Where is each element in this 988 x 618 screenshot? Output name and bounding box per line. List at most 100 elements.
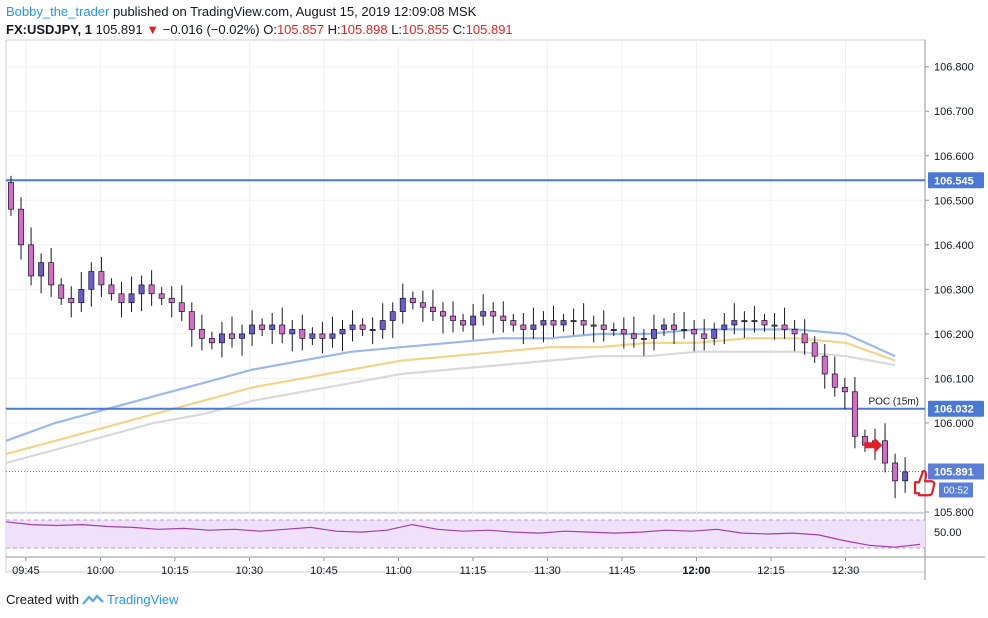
level-price-tag xyxy=(928,172,984,189)
tradingview-brand[interactable]: TradingView xyxy=(106,592,179,607)
close-label: C: xyxy=(452,22,466,37)
candle-body xyxy=(269,324,276,330)
candle-body xyxy=(208,337,215,344)
ema-mid-line xyxy=(5,337,896,456)
author-link[interactable]: Bobby_the_trader xyxy=(6,4,110,19)
x-tick-label: 10:00 xyxy=(87,565,115,577)
candle-body xyxy=(18,208,24,246)
candle-body xyxy=(218,333,225,344)
candle-body xyxy=(369,329,376,331)
ema-fast-line xyxy=(5,328,896,442)
y-tick-label: 106.100 xyxy=(934,373,974,385)
candle-body xyxy=(118,293,125,304)
y-tick-label: 106.800 xyxy=(934,62,974,74)
candle-body xyxy=(751,320,758,323)
ohlc-header: FX:USDJPY, 1 105.891 ▼ −0.016 (−0.02%) O… xyxy=(6,22,513,37)
candle-body xyxy=(339,329,346,335)
candle-body xyxy=(520,324,527,330)
candle-body xyxy=(540,320,547,326)
x-tick-label: 12:15 xyxy=(757,565,785,577)
footer: Created with TradingView xyxy=(6,592,179,607)
level-price-label: 106.032 xyxy=(934,404,974,416)
last-price-tag xyxy=(928,463,984,480)
y-tick-label: 106.300 xyxy=(934,284,974,296)
candle-body xyxy=(78,289,85,304)
candle-body xyxy=(168,297,175,304)
symbol-label: FX:USDJPY, 1 xyxy=(6,22,92,37)
candle-body xyxy=(188,311,195,330)
down-triangle-icon: ▼ xyxy=(146,22,160,37)
candle-body xyxy=(148,284,155,295)
candle-body xyxy=(450,315,456,321)
y-tick-label: 105.800 xyxy=(934,507,974,519)
candle-body xyxy=(560,320,567,326)
candle-body xyxy=(821,355,828,375)
candle-body xyxy=(580,320,587,326)
created-with-text: Created with xyxy=(6,592,79,607)
x-tick-label: 11:15 xyxy=(460,565,487,577)
candle-body xyxy=(761,320,768,326)
y-tick-label: 106.400 xyxy=(934,240,974,252)
y-tick-label: 106.000 xyxy=(934,418,974,430)
last-price-label: 105.891 xyxy=(934,466,974,478)
tradingview-logo-icon xyxy=(82,594,104,605)
candles xyxy=(8,175,909,499)
y-tick-label: 106.600 xyxy=(934,151,974,163)
change-value: −0.016 (−0.02%) xyxy=(162,22,260,37)
candle-body xyxy=(661,324,667,330)
candle-body xyxy=(600,324,607,330)
candle-body xyxy=(279,324,286,335)
rsi-line xyxy=(5,521,921,548)
candle-body xyxy=(510,320,517,326)
last-price: 105.891 xyxy=(95,22,143,37)
candle-body xyxy=(590,324,597,327)
ema-slow-line xyxy=(5,350,896,465)
candle-body xyxy=(178,302,185,312)
candle-body xyxy=(490,311,497,317)
candle-body xyxy=(299,329,306,339)
x-tick-label: 12:00 xyxy=(682,565,710,577)
annotations xyxy=(864,437,936,497)
candle-body xyxy=(550,320,557,326)
candle-body xyxy=(319,333,326,339)
candle-body xyxy=(98,271,105,286)
candle-body xyxy=(771,324,778,327)
rsi-level-label: 50.00 xyxy=(934,527,962,539)
candle-body xyxy=(108,284,115,295)
candle-body xyxy=(651,329,657,339)
candle-body xyxy=(138,284,145,295)
candle-body xyxy=(892,462,899,482)
candle-body xyxy=(419,302,426,308)
candle-body xyxy=(500,315,507,321)
candle-body xyxy=(691,329,698,335)
high-label: H: xyxy=(327,22,341,37)
candle-body xyxy=(399,297,406,312)
level-price-tag xyxy=(928,400,984,417)
candle-body xyxy=(38,262,45,277)
candle-body xyxy=(329,333,336,339)
y-tick-label: 106.700 xyxy=(934,106,974,118)
candle-body xyxy=(460,320,467,326)
candle-body xyxy=(409,297,416,304)
candle-body xyxy=(229,333,235,339)
candle-body xyxy=(88,271,95,290)
candle-body xyxy=(289,329,296,335)
close-value: 105.891 xyxy=(465,22,513,37)
published-text: published on TradingView.com, August 15,… xyxy=(112,4,477,19)
low-value: 105.855 xyxy=(402,22,450,37)
candle-body xyxy=(28,244,35,277)
candle-body xyxy=(480,311,487,317)
rsi-band xyxy=(6,520,925,548)
candle-body xyxy=(841,386,848,393)
candle-body xyxy=(630,333,637,339)
y-tick-label: 106.500 xyxy=(934,195,974,207)
rsi-pane xyxy=(5,519,925,549)
x-tick-label: 11:45 xyxy=(609,565,636,577)
candle-body xyxy=(440,311,446,317)
level-price-label: 106.545 xyxy=(934,175,974,187)
candle-body xyxy=(58,284,65,299)
horizontal-lines: POC (15m) xyxy=(6,179,925,472)
candle-body xyxy=(429,306,436,312)
candle-body xyxy=(349,324,356,330)
